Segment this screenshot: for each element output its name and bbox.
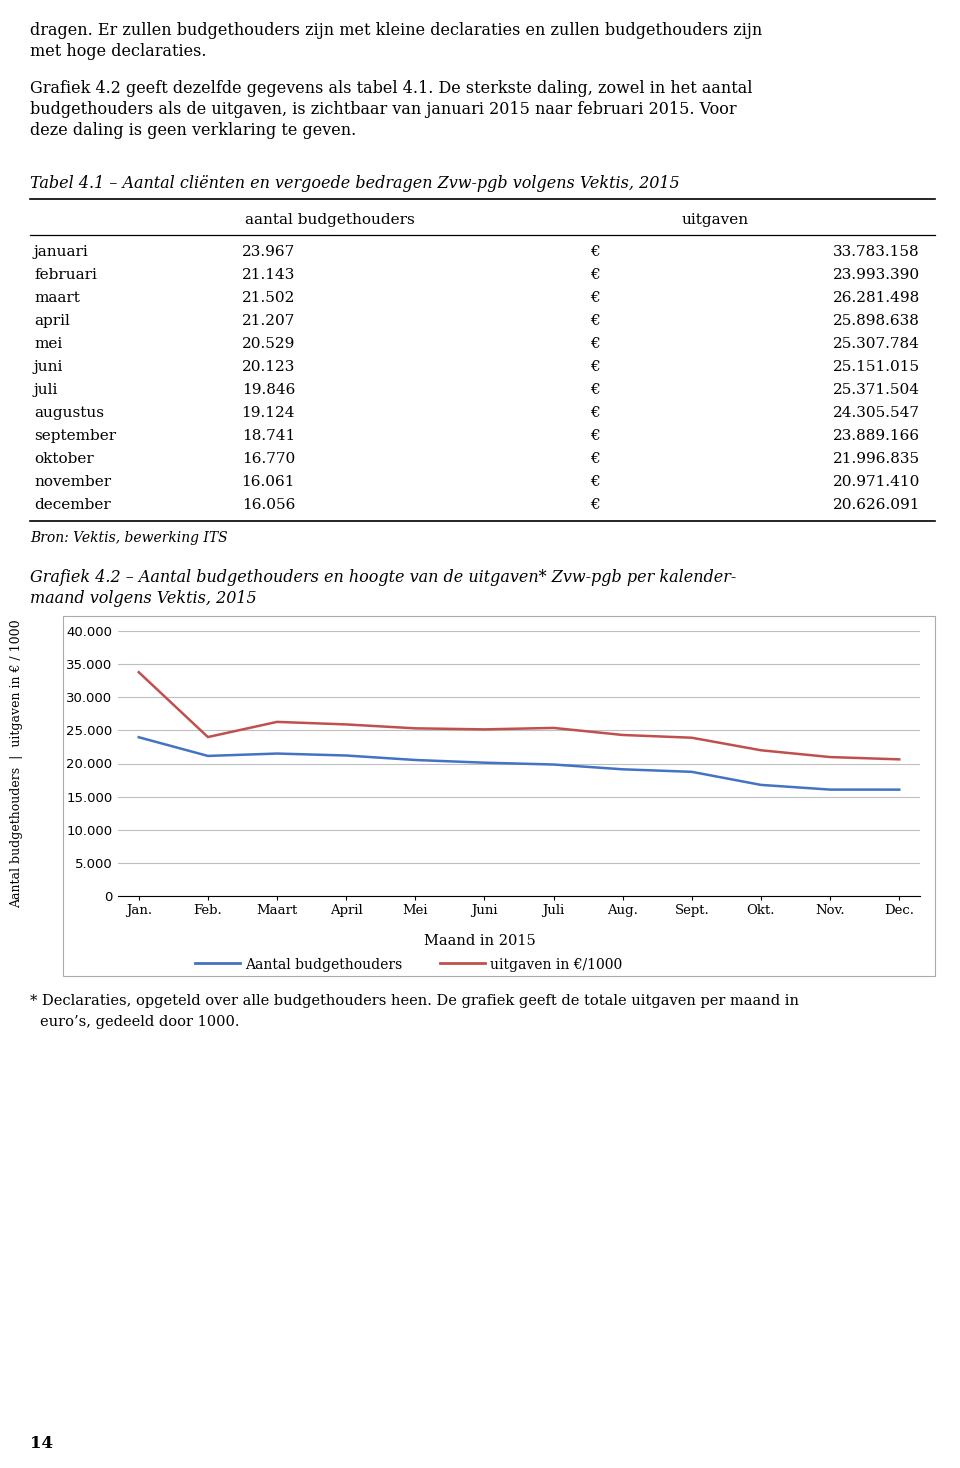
Text: Tabel 4.1 – Aantal cliënten en vergoede bedragen Zvw-pgb volgens Vektis, 2015: Tabel 4.1 – Aantal cliënten en vergoede … (30, 175, 680, 192)
Text: 16.056: 16.056 (242, 498, 295, 512)
Text: 24.305.547: 24.305.547 (833, 407, 920, 420)
Text: euro’s, gedeeld door 1000.: euro’s, gedeeld door 1000. (40, 1014, 239, 1029)
Text: 20.626.091: 20.626.091 (832, 498, 920, 512)
Text: Aantal budgethouders: Aantal budgethouders (245, 959, 402, 972)
Text: uitgaven: uitgaven (682, 213, 749, 228)
Text: 21.143: 21.143 (242, 269, 295, 282)
Text: Bron: Vektis, bewerking ITS: Bron: Vektis, bewerking ITS (30, 531, 228, 545)
Text: augustus: augustus (34, 407, 104, 420)
Text: 23.889.166: 23.889.166 (833, 429, 920, 443)
Text: 18.741: 18.741 (242, 429, 295, 443)
Text: aantal budgethouders: aantal budgethouders (245, 213, 415, 228)
Text: 20.123: 20.123 (242, 360, 295, 374)
Text: budgethouders als de uitgaven, is zichtbaar van januari 2015 naar februari 2015.: budgethouders als de uitgaven, is zichtb… (30, 101, 736, 117)
Text: september: september (34, 429, 116, 443)
Text: 19.846: 19.846 (242, 383, 295, 396)
Text: 16.770: 16.770 (242, 452, 295, 465)
Text: €: € (590, 291, 600, 305)
Text: maart: maart (34, 291, 80, 305)
Text: €: € (590, 314, 600, 327)
Text: januari: januari (34, 245, 88, 258)
Text: 14: 14 (30, 1436, 53, 1452)
Text: 26.281.498: 26.281.498 (832, 291, 920, 305)
Text: €: € (590, 498, 600, 512)
Text: 25.371.504: 25.371.504 (833, 383, 920, 396)
Text: juli: juli (34, 383, 59, 396)
Text: €: € (590, 452, 600, 465)
Text: 25.151.015: 25.151.015 (833, 360, 920, 374)
Text: 21.996.835: 21.996.835 (833, 452, 920, 465)
Text: mei: mei (34, 338, 62, 351)
Text: 23.967: 23.967 (242, 245, 295, 258)
Text: 16.061: 16.061 (242, 476, 295, 489)
Text: €: € (590, 383, 600, 396)
Text: april: april (34, 314, 70, 327)
Text: Grafiek 4.2 – Aantal budgethouders en hoogte van de uitgaven* Zvw-pgb per kalend: Grafiek 4.2 – Aantal budgethouders en ho… (30, 570, 736, 586)
Text: Grafiek 4.2 geeft dezelfde gegevens als tabel 4.1. De sterkste daling, zowel in : Grafiek 4.2 geeft dezelfde gegevens als … (30, 79, 753, 97)
Text: 23.993.390: 23.993.390 (833, 269, 920, 282)
Text: juni: juni (34, 360, 63, 374)
Text: februari: februari (34, 269, 97, 282)
Text: €: € (590, 407, 600, 420)
Text: €: € (590, 476, 600, 489)
Text: uitgaven in €/1000: uitgaven in €/1000 (490, 959, 622, 972)
Text: €: € (590, 429, 600, 443)
Text: met hoge declaraties.: met hoge declaraties. (30, 43, 206, 60)
Text: oktober: oktober (34, 452, 94, 465)
Text: 25.307.784: 25.307.784 (833, 338, 920, 351)
Text: €: € (590, 338, 600, 351)
Text: €: € (590, 245, 600, 258)
Text: 20.529: 20.529 (242, 338, 295, 351)
Text: dragen. Er zullen budgethouders zijn met kleine declaraties en zullen budgethoud: dragen. Er zullen budgethouders zijn met… (30, 22, 762, 40)
Text: Aantal budgethouders  |  uitgaven in € / 1000: Aantal budgethouders | uitgaven in € / 1… (11, 619, 23, 907)
Text: 25.898.638: 25.898.638 (833, 314, 920, 327)
Text: 33.783.158: 33.783.158 (833, 245, 920, 258)
Text: 21.502: 21.502 (242, 291, 295, 305)
Text: 20.971.410: 20.971.410 (832, 476, 920, 489)
Text: deze daling is geen verklaring te geven.: deze daling is geen verklaring te geven. (30, 122, 356, 139)
Text: * Declaraties, opgeteld over alle budgethouders heen. De grafiek geeft de totale: * Declaraties, opgeteld over alle budget… (30, 994, 799, 1009)
Text: 19.124: 19.124 (242, 407, 295, 420)
Text: maand volgens Vektis, 2015: maand volgens Vektis, 2015 (30, 590, 256, 606)
Text: €: € (590, 269, 600, 282)
Text: december: december (34, 498, 110, 512)
Text: november: november (34, 476, 111, 489)
Text: €: € (590, 360, 600, 374)
Text: 21.207: 21.207 (242, 314, 295, 327)
Text: Maand in 2015: Maand in 2015 (424, 934, 536, 948)
